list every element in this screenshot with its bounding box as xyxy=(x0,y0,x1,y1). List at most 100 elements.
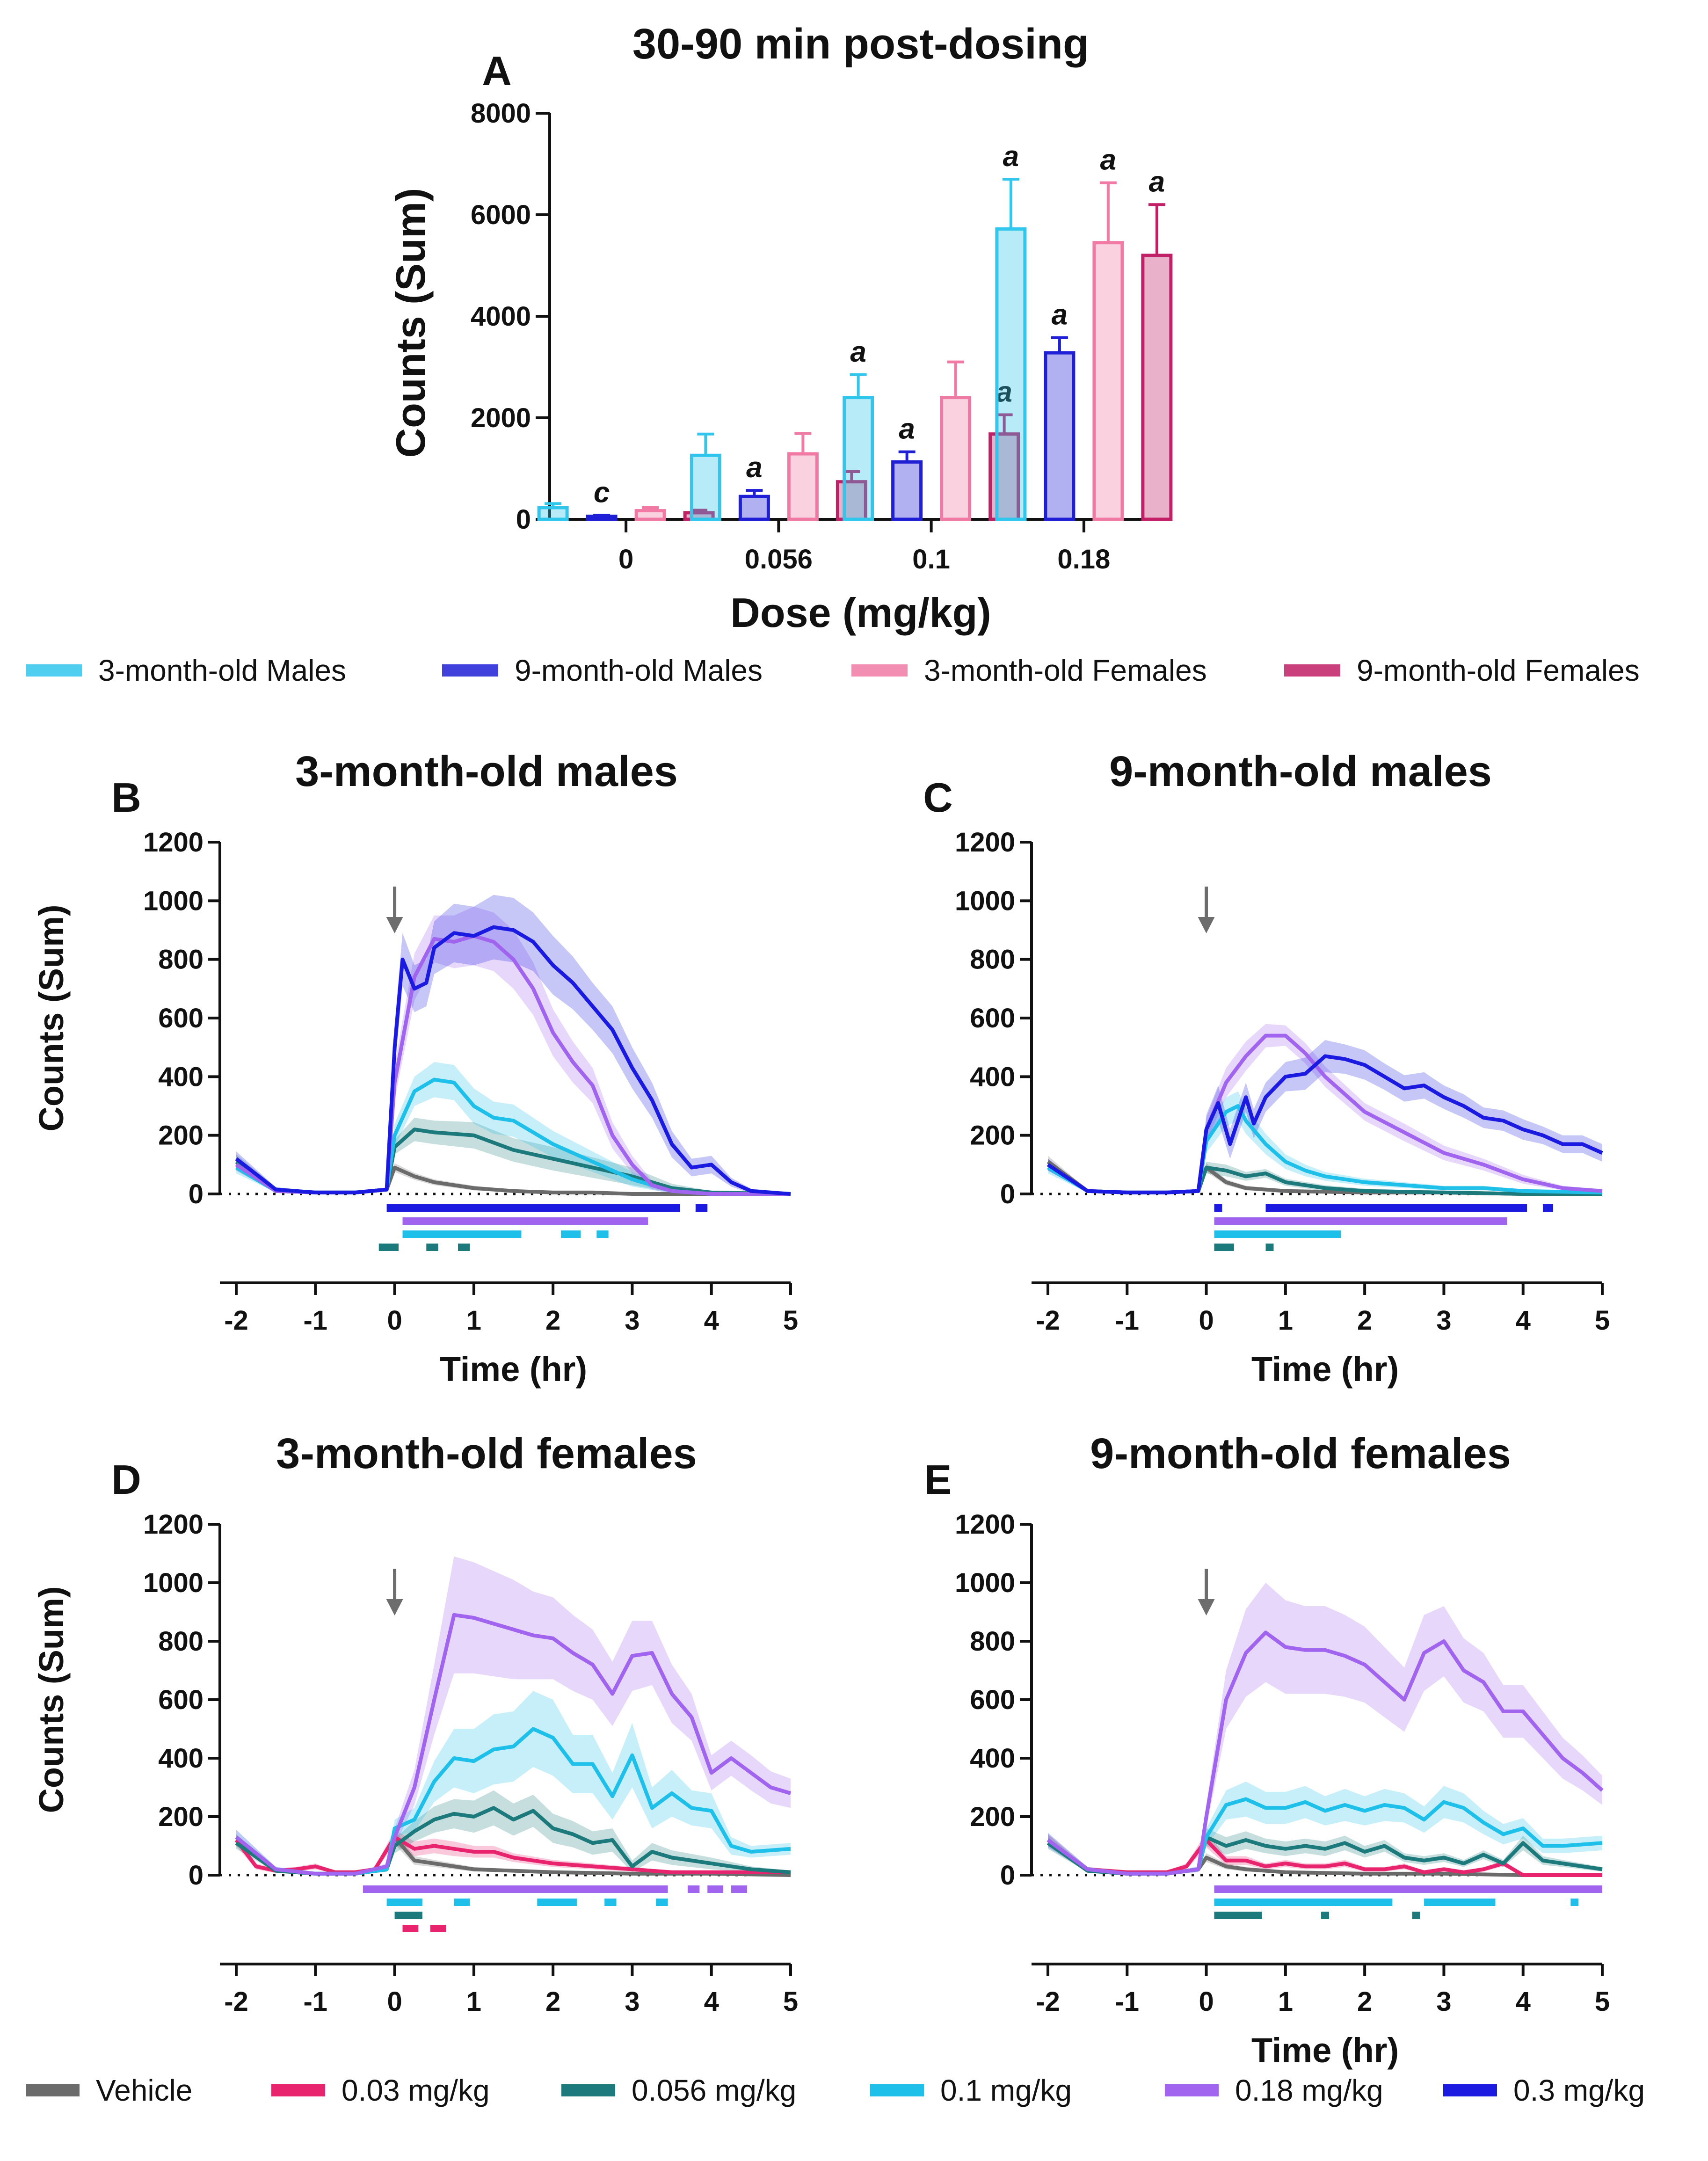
panel-e-sem-band xyxy=(1048,1583,1602,1875)
panel-d-significance-bar xyxy=(430,1925,446,1932)
panel-a-bar xyxy=(690,453,721,521)
panel-c-sem-band xyxy=(1048,1091,1602,1194)
panel-d-sem-band xyxy=(236,1691,791,1875)
panel-c-ytick-label: 800 xyxy=(970,945,1015,975)
legend-swatch xyxy=(851,664,908,677)
panel-c-ytick-label: 0 xyxy=(1000,1179,1015,1209)
panel-a-ytick-label: 2000 xyxy=(471,403,531,433)
dose-arrowhead-icon xyxy=(386,1599,403,1615)
panel-c-significance-bar xyxy=(1214,1244,1234,1251)
panel-a-ytick-label: 6000 xyxy=(471,200,531,230)
panel-e-sem-band xyxy=(1048,1782,1602,1875)
panel-d-significance-bar xyxy=(707,1885,724,1893)
panel-a-significance-label: a xyxy=(899,413,915,445)
legend-label: 0.3 mg/kg xyxy=(1513,2074,1645,2107)
panel-e-significance-bar xyxy=(1214,1899,1393,1906)
panel-b-letter: B xyxy=(111,774,141,821)
panel-a-bar xyxy=(1044,351,1076,521)
panel-e-ytick-label: 1000 xyxy=(955,1568,1015,1598)
panel-e-xtick-label: 1 xyxy=(1278,1986,1293,2017)
panel-e-ytick-label: 400 xyxy=(970,1743,1015,1774)
panel-b-significance-bar xyxy=(402,1217,648,1225)
panel-b-significance-bar xyxy=(378,1244,399,1251)
legend-swatch xyxy=(442,664,498,677)
panel-c-xtick-label: 2 xyxy=(1357,1305,1372,1336)
panel-c-ytick-label: 400 xyxy=(970,1062,1015,1092)
legend-label: 0.18 mg/kg xyxy=(1235,2074,1383,2107)
panel-c-ytick-label: 1200 xyxy=(955,827,1015,858)
panel-c-ytick-label: 1000 xyxy=(955,886,1015,916)
panel-e-xtick-label: 2 xyxy=(1357,1986,1372,2017)
panel-e-letter: E xyxy=(924,1456,952,1503)
panel-d-significance-bar xyxy=(656,1899,668,1906)
dose-arrowhead-icon xyxy=(1198,1599,1215,1615)
panel-a-title: 30-90 min post-dosing xyxy=(632,20,1089,68)
panel-b-ytick-label: 600 xyxy=(158,1003,204,1033)
panel-a-bar xyxy=(995,227,1027,521)
panel-b-xtick-label: 1 xyxy=(466,1305,481,1336)
panel-e-ytick-label: 200 xyxy=(970,1802,1015,1832)
panel-a-letter: A xyxy=(482,48,512,94)
panel-d-ytick-label: 200 xyxy=(158,1802,204,1832)
legend-swatch xyxy=(561,2084,615,2096)
panel-e-significance-bar xyxy=(1570,1899,1579,1906)
panel-e-xtick-label: -1 xyxy=(1115,1986,1139,2017)
panel-d-xtick-label: 4 xyxy=(704,1986,719,2017)
panel-b-xtick-label: 3 xyxy=(625,1305,640,1336)
legend-label: 0.03 mg/kg xyxy=(342,2074,490,2107)
panel-b-ytick-label: 200 xyxy=(158,1121,204,1151)
panel-b-xtick-label: 5 xyxy=(783,1305,798,1336)
legend-label: 9-month-old Females xyxy=(1357,654,1640,687)
legend-swatch xyxy=(271,2084,325,2096)
panel-b-xtick-label: 4 xyxy=(704,1305,719,1336)
legend-swatch xyxy=(26,2084,80,2096)
legend-swatch xyxy=(1165,2084,1219,2096)
panel-b-xtick-label: -2 xyxy=(224,1305,248,1336)
panel-b-significance-bar xyxy=(402,1230,522,1238)
panel-e-ytick-label: 0 xyxy=(1000,1860,1015,1891)
panel-a-bar xyxy=(940,396,972,521)
panel-e-xtick-label: -2 xyxy=(1036,1986,1060,2017)
panel-a-ytick-label: 4000 xyxy=(471,301,531,332)
panel-d-significance-bar xyxy=(363,1885,668,1893)
panel-a-bar xyxy=(1141,254,1173,521)
panel-b-ylabel: Counts (Sum) xyxy=(32,904,71,1131)
panel-b-ytick-label: 1000 xyxy=(143,886,204,916)
panel-b-ytick-label: 1200 xyxy=(143,827,204,858)
panel-a-significance-label: c xyxy=(594,476,610,509)
dose-arrowhead-icon xyxy=(386,917,403,933)
panel-c-significance-bar xyxy=(1265,1244,1274,1251)
panel-e-line-chart: 9-month-old femalesE02004006008001000120… xyxy=(924,1430,1610,2070)
panel-a-bar xyxy=(843,396,874,521)
panel-c-significance-bar xyxy=(1214,1204,1222,1212)
panel-b-xtick-label: 0 xyxy=(387,1305,402,1336)
panel-e-significance-bar xyxy=(1424,1899,1496,1906)
panel-d-significance-bar xyxy=(731,1885,747,1893)
panel-c-xtick-label: -2 xyxy=(1036,1305,1060,1336)
panel-c-significance-bar xyxy=(1214,1230,1341,1238)
panel-e-ytick-label: 600 xyxy=(970,1685,1015,1715)
panel-e-significance-bar xyxy=(1412,1912,1420,1919)
panel-c-series-line xyxy=(1047,1054,1603,1194)
panel-e-series-line xyxy=(1047,1630,1604,1876)
legend-swatch xyxy=(1284,664,1340,677)
panel-d-xtick-label: 1 xyxy=(466,1986,481,2017)
panel-b-significance-bar xyxy=(386,1204,680,1212)
panel-d-xtick-label: 2 xyxy=(545,1986,560,2017)
panel-c-ytick-label: 600 xyxy=(970,1003,1015,1033)
panel-a-xtick-label: 0 xyxy=(618,544,633,575)
panel-e-significance-bar xyxy=(1214,1885,1602,1893)
panel-d-significance-bar xyxy=(687,1885,700,1893)
panel-b-ytick-label: 800 xyxy=(158,945,204,975)
panel-c-xtick-label: 3 xyxy=(1436,1305,1451,1336)
panel-b-title: 3-month-old males xyxy=(295,748,678,795)
panel-e-ytick-label: 1200 xyxy=(955,1509,1015,1540)
panel-d-ytick-label: 1200 xyxy=(143,1509,204,1540)
panel-d-xtick-label: 3 xyxy=(625,1986,640,2017)
panel-d-line-chart: 3-month-old femalesD02004006008001000120… xyxy=(32,1430,798,2017)
panel-c-xtick-label: 1 xyxy=(1278,1305,1293,1336)
panel-a-xtick-label: 0.1 xyxy=(912,544,950,575)
panel-d-significance-bar xyxy=(537,1899,577,1906)
panel-a-xtick-label: 0.056 xyxy=(745,544,813,575)
panel-a-bar xyxy=(738,495,770,521)
